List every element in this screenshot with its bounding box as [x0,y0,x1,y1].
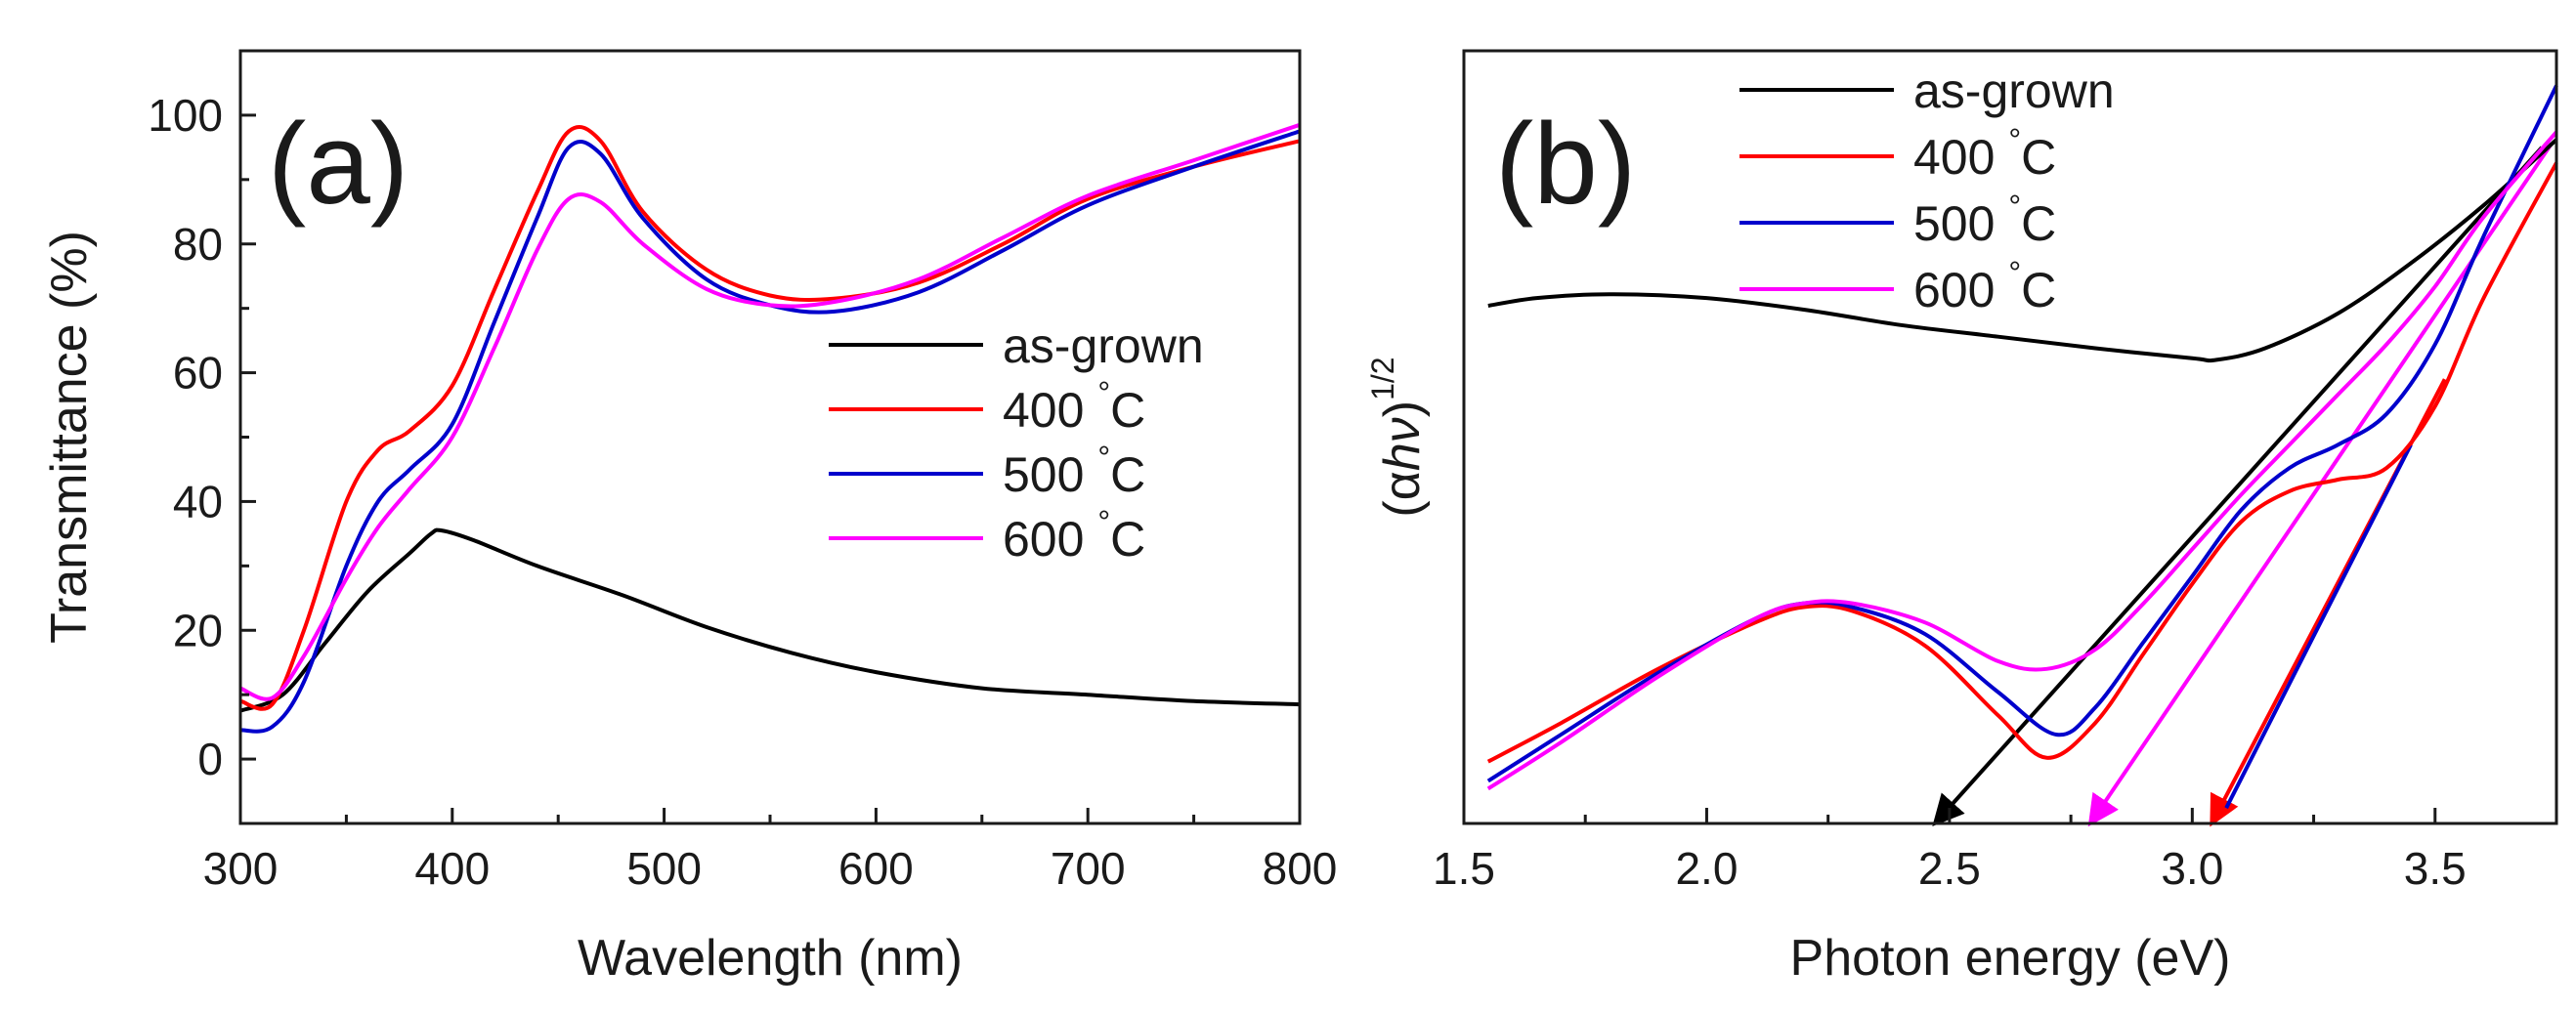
panel-b-tangent-line [1932,146,2544,826]
panel-a-ticks: 300 400 500 600 700 800 0 20 40 60 80 100 [148,49,1338,894]
panel-a-y-tick-label: 60 [173,348,223,399]
panel-b-y-axis-title-prefix: (α [1374,471,1431,517]
panel-b-y-axis-title-close: ) [1374,400,1431,417]
panel-b-tangent-lines [1932,142,2554,827]
panel-b-legend-unit: C [2021,196,2056,251]
panel-b-y-axis-title-nu: ν [1374,417,1431,442]
panel-a-legend-entry: 400 °C [1003,375,1145,438]
panel-a-x-tick-label: 300 [203,843,279,894]
panel-b-series-line [1486,84,2558,783]
panel-b-y-axis-title-h: h [1374,442,1431,471]
panel-a-x-tick-label: 800 [1263,843,1338,894]
panel-a-y-axis-title: Transmittance (%) [41,231,98,644]
panel-a-x-axis-title: Wavelength (nm) [578,930,963,987]
panel-b-legend-entry: as-grown [1913,63,2115,118]
panel-b-legend-label: as-grown [1913,63,2115,118]
panel-a-legend-label: 400 [1003,383,1097,438]
panel-a-legend-entry: 500 °C [1003,440,1145,502]
panel-b-y-axis-title: (αhν)1/2 [1365,357,1431,517]
panel-a-y-tick-label: 40 [173,476,223,527]
panel-a-legend-label: 600 [1003,512,1097,567]
panel-b-series-line [1486,161,2558,764]
panel-b-tangent-line [2224,443,2413,810]
panel-b-legend-label: 600 [1913,263,2008,317]
panel-b-legend-degree: ° [2008,189,2021,224]
panel-a-x-tick-label: 500 [626,843,702,894]
panel-a-legend-label: 500 [1003,447,1097,502]
panel-a-legend-unit: C [1110,447,1145,502]
panel-b-x-tick-label: 3.5 [2404,843,2467,894]
panel-b-series-group [1486,84,2558,791]
panel-a-x-tick-label: 700 [1051,843,1126,894]
panel-a-legend-label: as-grown [1003,318,1204,373]
panel-b-legend-degree: ° [2008,255,2021,290]
panel-b-legend-unit: C [2021,263,2056,317]
panel-a-series-group [239,122,1301,734]
panel-a-series-line [239,125,1301,711]
panel-b-legend-entry: 600 °C [1913,255,2056,317]
panel-b-series-line [1487,138,2558,363]
panel-a-legend-unit: C [1110,512,1145,567]
panel-b-series-line [1486,130,2558,791]
panel-a-legend-degree: ° [1097,375,1110,410]
panel-a-legend-degree: ° [1097,440,1110,475]
panel-b-legend-unit: C [2021,130,2056,185]
panel-b-x-tick-label: 1.5 [1433,843,1495,894]
panel-b-x-tick-label: 3.0 [2161,843,2223,894]
panel-b-legend-degree: ° [2008,122,2021,157]
panel-a-x-tick-label: 600 [838,843,914,894]
panel-a-series-line [239,527,1301,713]
panel-a-y-tick-label: 0 [197,734,223,784]
panel-a-legend-entry: as-grown [1003,318,1204,373]
panel-a-series-line [239,122,1301,701]
panel-a-y-tick-label: 20 [173,605,223,655]
panel-a-legend-degree: ° [1097,504,1110,539]
panel-a-label: (a) [268,100,408,229]
panel-b-x-tick-label: 2.0 [1675,843,1738,894]
panel-a-legend-entry: 600 °C [1003,504,1145,567]
panel-b-legend-entry: 400 °C [1913,122,2056,185]
panel-a-series-line [239,129,1301,734]
panel-b-ticks: 1.5 2.0 2.5 3.0 3.5 [1433,808,2467,894]
panel-b-y-axis-title-superscript: 1/2 [1365,357,1400,400]
panel-b-label: (b) [1495,100,1636,229]
panel-b-x-axis-title: Photon energy (eV) [1790,930,2231,987]
panel-a-y-tick-label: 80 [173,219,223,270]
panel-b-legend-entry: 500 °C [1913,189,2056,251]
panel-a-x-tick-label: 400 [414,843,490,894]
panel-b-legend-label: 400 [1913,130,2008,185]
panel-b-x-tick-label: 2.5 [1918,843,1981,894]
panel-b: 1.5 2.0 2.5 3.0 3.5 (b) Photon energy (eV) (… [1365,49,2558,987]
panel-a: 300 400 500 600 700 800 0 20 40 60 80 100 (a) Wavel… [41,49,1338,987]
panel-a-legend-unit: C [1110,383,1145,438]
panel-a-y-tick-label: 100 [148,90,223,141]
panel-b-plot-frame [1462,49,2558,825]
panel-b-legend-label: 500 [1913,196,2008,251]
